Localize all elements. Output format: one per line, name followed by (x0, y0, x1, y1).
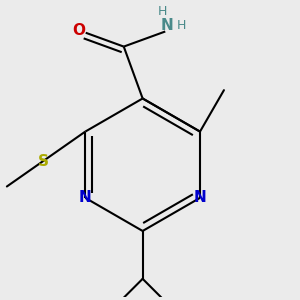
Text: O: O (72, 23, 85, 38)
Text: H: H (177, 20, 187, 32)
Text: H: H (158, 5, 167, 18)
Text: N: N (194, 190, 206, 205)
Text: N: N (161, 19, 173, 34)
Text: S: S (38, 154, 49, 169)
Text: N: N (79, 190, 92, 205)
